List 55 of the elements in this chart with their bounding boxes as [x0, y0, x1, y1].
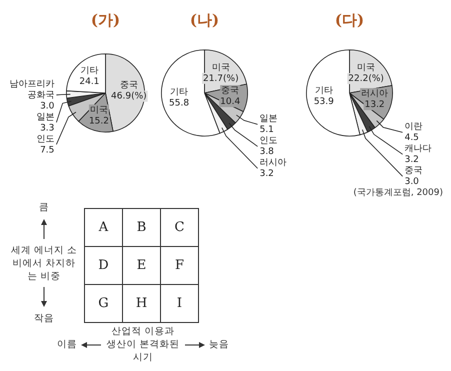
slice-label: 미국: [212, 62, 230, 73]
data-label: 13.2: [364, 100, 385, 110]
data-label: 46.9(%): [111, 92, 147, 102]
chart-title: (다): [334, 10, 364, 29]
text: C: [174, 220, 184, 235]
slice-label: 미국: [90, 105, 108, 116]
data-label: 4.5: [404, 133, 419, 144]
data-label: 10.4: [220, 96, 240, 107]
slice-label: 남아프리카 공화국: [9, 79, 54, 100]
slice-label: 인도: [36, 134, 54, 144]
data-label: 22.2(%): [348, 74, 384, 84]
data-label: 7.5: [40, 145, 54, 156]
data-label: 55.8: [169, 98, 190, 109]
text: A: [98, 220, 108, 235]
text: 큼: [39, 201, 49, 214]
data-label: 5.1: [260, 125, 274, 136]
slice-label: 미국: [357, 63, 376, 74]
text: 늦음: [209, 338, 229, 351]
data-label: 3.3: [40, 123, 54, 134]
text: D: [98, 258, 109, 273]
text: 산업적 이용과 생산이 본격화된 시기: [105, 325, 181, 364]
slice-label: 인도: [260, 136, 278, 146]
text: B: [136, 220, 146, 235]
slice-label: 캐나다: [404, 144, 432, 154]
slice-label: 일본: [36, 112, 54, 122]
text: 세계 에너지 소비에서 차지하는 비중: [10, 244, 78, 282]
slice-label: 기타: [170, 88, 188, 98]
text: (국가통계포럼, 2009): [352, 187, 443, 199]
data-label: 15.2: [88, 116, 109, 126]
data-label: 3.2: [404, 155, 419, 166]
slice-label: 기타: [314, 86, 333, 96]
slice-label: 이란: [404, 122, 423, 132]
data-label: 21.7(%): [202, 74, 239, 84]
text: E: [136, 258, 146, 273]
text: H: [136, 296, 148, 311]
data-label: 3.8: [260, 147, 274, 158]
text: G: [98, 296, 109, 311]
slice-label: 기타: [80, 66, 98, 76]
data-label: 3.0: [40, 101, 55, 112]
chart-title: (나): [190, 10, 220, 29]
chart-title: (가): [90, 10, 120, 29]
text: 작음: [34, 312, 54, 325]
slice-label: 일본: [260, 114, 278, 124]
text: I: [176, 296, 182, 311]
data-label: 53.9: [314, 97, 334, 108]
slice-label: 중국: [404, 166, 423, 176]
text: 이름: [57, 338, 77, 351]
text: F: [174, 258, 184, 273]
data-label: 3.2: [260, 169, 274, 180]
data-label: 3.0: [404, 177, 420, 188]
slice-label: 러시아: [361, 88, 388, 99]
data-label: 24.1: [79, 76, 100, 87]
slice-label: 러시아: [260, 158, 287, 168]
slice-label: 중국: [120, 80, 138, 91]
slice-label: 중국: [221, 86, 240, 96]
